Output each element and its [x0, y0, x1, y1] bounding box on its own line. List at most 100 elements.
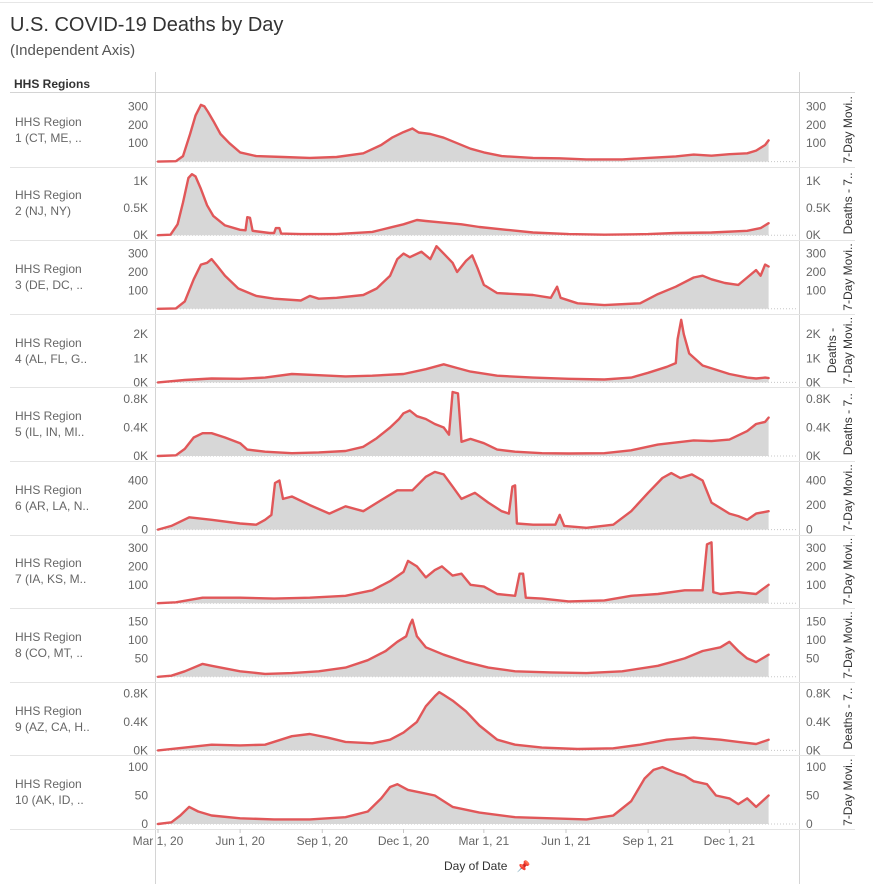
- row-label-line2: 5 (IL, IN, MI..: [15, 425, 85, 439]
- y-tick-left: 300: [128, 247, 148, 261]
- series-area-region-5: [158, 392, 769, 456]
- row-divider: [10, 461, 855, 462]
- row-divider: [10, 829, 855, 830]
- row-divider: [10, 535, 855, 536]
- y-tick-left: 0.8K: [123, 392, 148, 406]
- right-axis-title: Deaths -: [825, 328, 839, 373]
- pin-icon[interactable]: 📌: [516, 861, 531, 873]
- y-tick-right: 200: [806, 118, 826, 132]
- row-label-region-10[interactable]: HHS Region 10 (AK, ID, ..: [15, 776, 84, 808]
- row-label-line1: HHS Region: [15, 556, 82, 570]
- y-tick-left: 100: [128, 578, 148, 592]
- y-tick-left: 100: [128, 633, 148, 647]
- y-tick-left: 300: [128, 541, 148, 555]
- top-divider: [0, 2, 873, 3]
- right-axis-title: 7-Day Movi..: [841, 611, 855, 678]
- y-tick-left: 50: [135, 789, 149, 803]
- row-divider: [10, 682, 855, 683]
- row-label-line1: HHS Region: [15, 704, 82, 718]
- row-label-region-9[interactable]: HHS Region 9 (AZ, CA, H..: [15, 703, 90, 735]
- row-label-line2: 9 (AZ, CA, H..: [15, 720, 90, 734]
- row-divider: [10, 755, 855, 756]
- series-line-region-3: [156, 245, 770, 310]
- row-label-line1: HHS Region: [15, 409, 82, 423]
- series-line-region-7: [156, 541, 770, 605]
- chart-title: U.S. COVID-19 Deaths by Day: [10, 14, 284, 36]
- y-tick-right: 200: [806, 559, 826, 573]
- header-divider: [10, 92, 855, 93]
- row-label-region-4[interactable]: HHS Region 4 (AL, FL, G..: [15, 335, 87, 367]
- series-area-region-1: [158, 104, 769, 162]
- y-tick-left: 400: [128, 474, 148, 488]
- series-area-region-10: [158, 767, 769, 824]
- y-tick-right: 200: [806, 498, 826, 512]
- y-tick-right: 0K: [806, 743, 821, 757]
- row-header-label: HHS Regions: [14, 77, 91, 91]
- row-divider: [10, 167, 855, 168]
- chart-subtitle: (Independent Axis): [10, 42, 136, 59]
- y-tick-left: 50: [135, 651, 149, 665]
- series-area-region-7: [158, 542, 769, 604]
- y-tick-right: 0: [806, 817, 813, 831]
- y-tick-left: 0.4K: [123, 421, 148, 435]
- row-label-region-3[interactable]: HHS Region 3 (DE, DC, ..: [15, 261, 83, 293]
- y-tick-left: 100: [128, 283, 148, 297]
- y-tick-left: 200: [128, 265, 148, 279]
- y-tick-left: 0: [141, 817, 148, 831]
- y-tick-left: 0.8K: [123, 686, 148, 700]
- series-line-region-9: [156, 690, 770, 752]
- row-label-region-7[interactable]: HHS Region 7 (IA, KS, M..: [15, 555, 86, 587]
- y-tick-right: 0.8K: [806, 392, 831, 406]
- row-label-line2: 10 (AK, ID, ..: [15, 793, 84, 807]
- y-tick-right: 0.8K: [806, 686, 831, 700]
- x-axis-title[interactable]: Day of Date 📌: [444, 859, 530, 873]
- y-tick-right: 0.4K: [806, 715, 831, 729]
- y-tick-left: 200: [128, 559, 148, 573]
- row-label-line1: HHS Region: [15, 188, 82, 202]
- x-tick-label: Dec 1, 20: [378, 834, 430, 848]
- y-tick-left: 300: [128, 99, 148, 113]
- row-label-region-5[interactable]: HHS Region 5 (IL, IN, MI..: [15, 408, 84, 440]
- series-area-region-8: [158, 619, 769, 677]
- row-label-region-1[interactable]: HHS Region 1 (CT, ME, ..: [15, 114, 82, 146]
- series-line-region-4: [156, 318, 770, 384]
- row-label-region-6[interactable]: HHS Region 6 (AR, LA, N..: [15, 482, 89, 514]
- y-tick-left: 200: [128, 118, 148, 132]
- y-tick-right: 300: [806, 99, 826, 113]
- y-tick-left: 1K: [133, 174, 148, 188]
- row-label-line1: HHS Region: [15, 336, 82, 350]
- series-area-region-9: [158, 692, 769, 751]
- y-tick-right: 100: [806, 578, 826, 592]
- row-label-line2: 2 (NJ, NY): [15, 204, 72, 218]
- y-tick-left: 100: [128, 136, 148, 150]
- row-label-line2: 8 (CO, MT, ..: [15, 646, 84, 660]
- y-tick-right: 100: [806, 283, 826, 297]
- y-tick-right: 100: [806, 633, 826, 647]
- row-divider: [10, 387, 855, 388]
- y-tick-left: 0.4K: [123, 715, 148, 729]
- y-tick-right: 100: [806, 760, 826, 774]
- x-tick-label: Jun 1, 20: [215, 834, 265, 848]
- row-label-region-8[interactable]: HHS Region 8 (CO, MT, ..: [15, 629, 83, 661]
- row-label-region-2[interactable]: HHS Region 2 (NJ, NY): [15, 187, 82, 219]
- plot-right-border: [799, 72, 800, 884]
- y-tick-left: 150: [128, 615, 148, 629]
- right-axis-title: 7-Day Movi..: [841, 538, 855, 605]
- plot-left-border: [155, 72, 156, 884]
- y-tick-right: 0.4K: [806, 421, 831, 435]
- row-label-line1: HHS Region: [15, 115, 82, 129]
- y-tick-right: 0K: [806, 375, 821, 389]
- y-tick-left: 0K: [133, 449, 148, 463]
- right-axis-title: Deaths - 7..: [841, 172, 855, 234]
- row-label-line2: 3 (DE, DC, ..: [15, 278, 84, 292]
- series-area-region-6: [158, 471, 769, 530]
- y-tick-left: 100: [128, 760, 148, 774]
- y-tick-right: 400: [806, 474, 826, 488]
- y-tick-left: 0K: [133, 375, 148, 389]
- y-tick-right: 0.5K: [806, 201, 831, 215]
- row-label-line1: HHS Region: [15, 630, 82, 644]
- y-tick-left: 2K: [133, 327, 148, 341]
- y-tick-right: 0K: [806, 228, 821, 242]
- y-tick-left: 200: [128, 498, 148, 512]
